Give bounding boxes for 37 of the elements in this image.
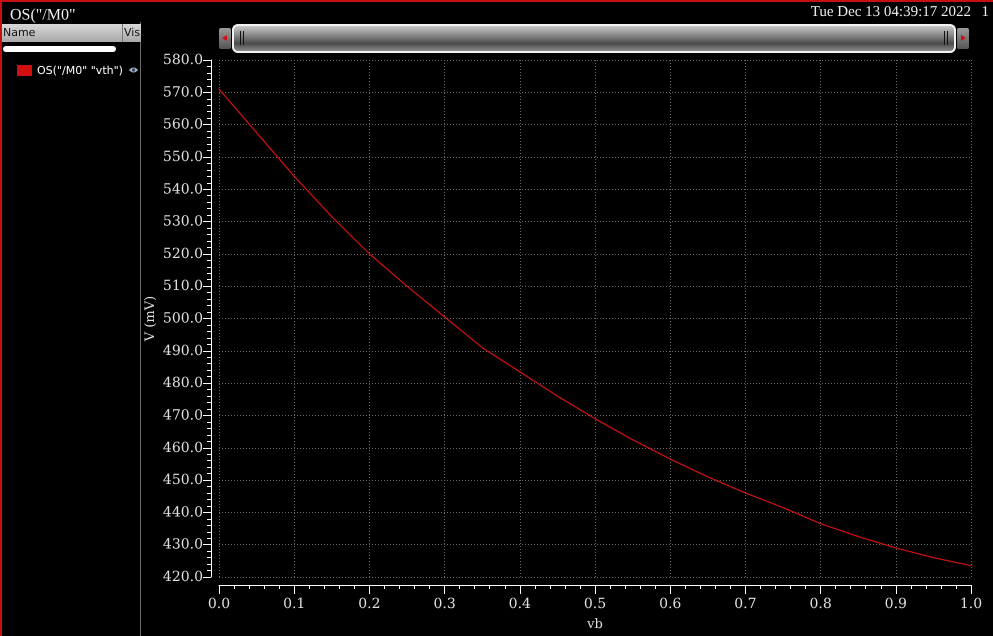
x-tick-label: 0.6 [659,596,682,612]
x-axis-title: vb [586,617,603,632]
y-tick-label: 490.0 [162,342,203,359]
legend-label: OS("/M0" "vth") [37,64,123,77]
text: Vis [124,26,140,40]
y-tick-label: 520.0 [162,246,203,262]
y-tick-label: 560.0 [162,116,203,133]
y-axis-title: V (mV) [143,296,158,342]
y-tick-label: 470.0 [162,407,203,424]
text: Name [3,26,36,40]
x-tick-label: 0.5 [584,596,606,612]
x-tick-label: 0.7 [734,596,757,612]
x-tick-label: 0.2 [358,596,381,612]
y-tick-label: 420.0 [162,569,203,585]
y-tick-label: 440.0 [162,504,203,520]
y-tick-label: 510.0 [162,278,203,294]
x-tick-label: 0.4 [508,596,532,612]
text: OS("/M0" [10,6,76,24]
x-tick-label: 0.9 [884,596,907,612]
x-tick-label: 0.1 [283,596,306,612]
y-tick-label: 460.0 [162,440,203,456]
text: 1 [982,3,989,21]
x-tick-label: 0.0 [208,596,230,612]
y-tick-label: 450.0 [162,472,203,488]
y-tick-label: 500.0 [162,310,203,326]
y-tick-label: 540.0 [162,181,203,198]
x-tick-label: 0.3 [433,596,456,612]
y-tick-label: 580.0 [162,52,203,68]
y-tick-label: 570.0 [162,84,203,100]
y-tick-label: 530.0 [162,214,203,230]
y-tick-label: 430.0 [162,536,203,553]
line-series [218,88,972,566]
x-tick-label: 0.8 [809,596,832,612]
y-tick-label: 550.0 [162,148,203,165]
text: Tue Dec 13 04:39:17 2022 [810,3,971,21]
x-tick-label: 1.0 [960,596,982,612]
y-tick-label: 480.0 [162,375,203,392]
